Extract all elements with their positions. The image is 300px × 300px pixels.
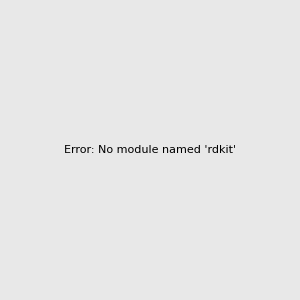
Text: Error: No module named 'rdkit': Error: No module named 'rdkit' [64,145,236,155]
